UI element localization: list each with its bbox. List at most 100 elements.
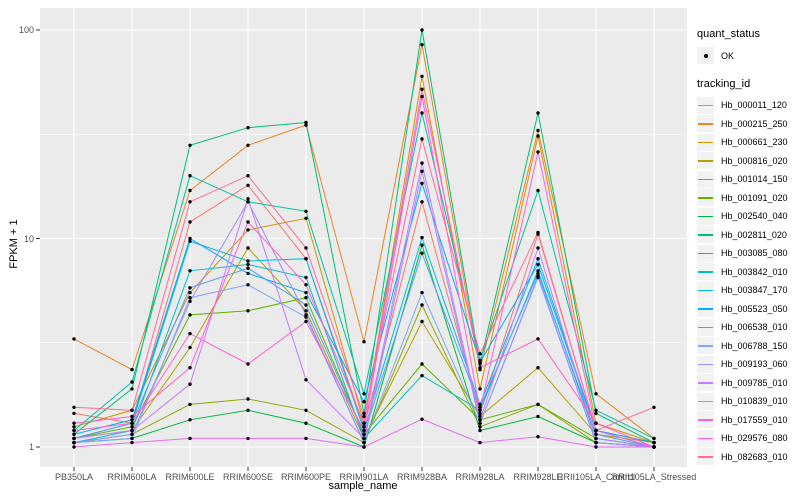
data-point [246,283,250,287]
data-point [420,161,424,165]
legend-key-line [698,215,713,218]
data-point [304,421,308,425]
legend-item-Hb_017559_010: Hb_017559_010 [697,411,797,428]
data-point [246,126,250,130]
data-point [246,174,250,178]
data-point [420,243,424,247]
data-point [246,309,250,313]
legend-key-line [698,400,713,403]
data-point [246,266,250,270]
data-point [536,366,540,370]
data-point [130,425,134,429]
data-point [188,239,192,243]
data-point [72,428,76,433]
legend-item-label: Hb_002811_020 [721,229,787,240]
data-point [304,216,308,220]
data-point [188,220,192,224]
legend-key-line [698,271,713,273]
data-point [362,436,366,441]
legend-spacer [697,66,797,78]
data-point [246,228,250,232]
legend-key-line [698,419,713,421]
legend-title-tracking-id: tracking_id [697,77,751,90]
x-tick-label: RRIM600SE [222,472,274,482]
data-point [362,414,366,419]
data-point [188,296,192,300]
legend-key-line [698,382,713,384]
data-point [304,296,308,300]
data-point [188,188,192,193]
legend-key-box [697,318,714,336]
legend-item-Hb_000011_120: Hb_000011_120 [697,96,797,114]
legend-key-line [698,456,713,458]
y-axis-title: FPKM + 1 [8,219,20,269]
data-point [130,440,134,445]
data-point [72,432,76,436]
data-point [478,411,482,416]
legend-key-box [697,281,714,299]
data-point [420,87,424,91]
data-point [478,402,482,407]
data-point [420,200,424,204]
data-point [246,271,250,276]
data-point [362,428,366,433]
data-point [536,414,540,419]
data-point [594,440,598,445]
data-point [304,309,308,313]
legend-item-Hb_009785_010: Hb_009785_010 [697,374,797,391]
legend-key-box [697,448,714,465]
data-point [304,209,308,213]
legend-key-box [697,189,714,206]
legend-key-box [697,411,714,428]
data-point [362,425,366,429]
data-point [188,436,192,441]
data-point [130,421,134,425]
data-point [420,235,424,240]
data-point [188,236,192,241]
legend-item-label: Hb_029576_080 [721,433,788,443]
data-point [536,188,540,193]
legend-key-line [698,123,713,125]
legend-key-line [698,345,713,347]
x-tick-label: RRII105LA_Control [556,472,636,482]
data-point [130,428,134,433]
data-point [246,408,250,412]
legend-key-line [698,160,713,162]
data-point [478,360,482,364]
x-tick-label: RRIM928BA [396,472,448,482]
legend-key-box [697,226,714,243]
data-point [246,259,250,263]
legend-item-label: Hb_006538_010 [721,322,788,332]
legend-item-Hb_029576_080: Hb_029576_080 [697,429,797,447]
legend-item-Hb_001014_150: Hb_001014_150 [697,170,797,188]
legend-item-label: Hb_002540_040 [721,211,788,221]
data-point [362,392,366,396]
data-point [130,436,134,441]
legend-key-line [698,197,713,199]
point-icon [703,53,708,58]
data-point [478,366,482,370]
legend-item-label: Hb_009193_060 [721,359,788,369]
x-axis-title: sample_name [328,480,398,492]
data-point [72,436,76,441]
data-point [536,402,540,407]
legend-key-box [697,152,714,169]
data-point [188,345,192,350]
data-point [246,143,250,147]
data-point [304,283,308,287]
x-tick-label: RRIM901LA [339,472,389,482]
data-point [188,290,192,295]
data-point [72,425,76,429]
legend-key-box [697,115,714,132]
data-point [478,425,482,429]
data-point [188,418,192,422]
legend: quant_status OK tracking_id Hb_000011_12… [697,28,797,467]
legend-key-box [697,374,714,391]
data-point [536,269,540,273]
legend-item-label: Hb_017559_010 [721,414,788,425]
data-point [304,378,308,382]
data-point [246,436,250,441]
data-point [478,352,482,356]
legend-item-Hb_000816_020: Hb_000816_020 [697,152,797,169]
